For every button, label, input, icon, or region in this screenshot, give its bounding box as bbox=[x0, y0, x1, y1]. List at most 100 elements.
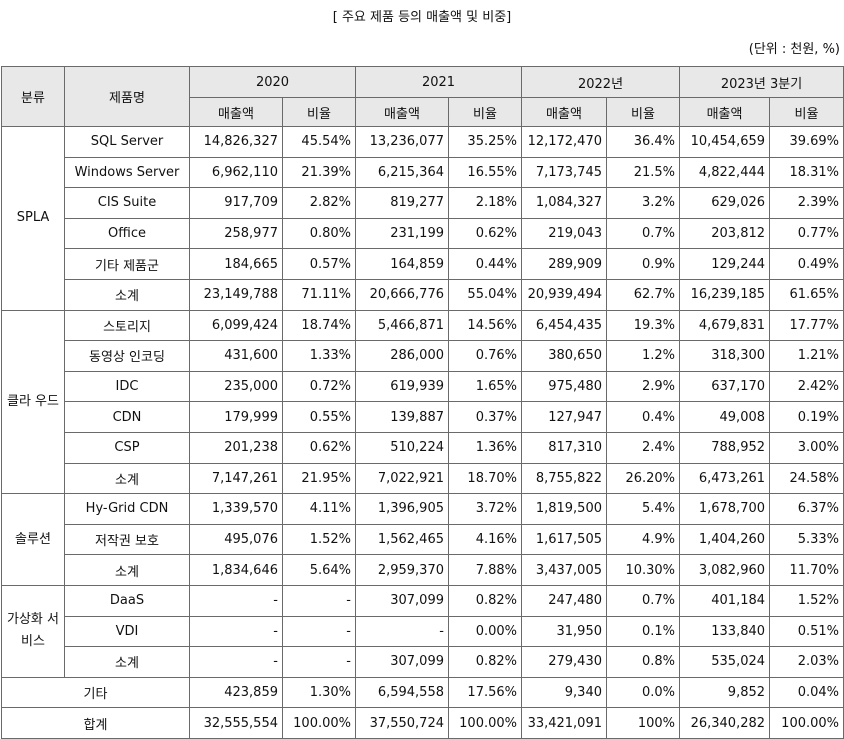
ratio-cell: 17.56% bbox=[448, 676, 522, 709]
ratio-cell: 1.36% bbox=[448, 431, 522, 464]
table-row: SPLA SQL Server 14,826,327 45.54% 13,236,077… bbox=[1, 126, 844, 311]
ratio-cell: 0.8% bbox=[605, 646, 681, 678]
sales-cell: 37,550,724 bbox=[355, 707, 449, 739]
sales-cell: 286,000 bbox=[355, 340, 449, 372]
product-name-cell: 기타 제품군 bbox=[64, 248, 190, 280]
sales-table: 분류 제품명 2020 2021 2022년 2023년 3분기 매출액 비율 … bbox=[1, 66, 844, 739]
sales-cell: 6,594,558 bbox=[355, 676, 449, 709]
sales-cell: 16,239,185 bbox=[679, 278, 771, 311]
ratio-cell: 5.33% bbox=[769, 523, 844, 556]
sales-cell: 510,224 bbox=[355, 431, 449, 464]
ratio-cell: 0.04% bbox=[769, 676, 844, 709]
table-title: [ 주요 제품 등의 매출액 및 비중] bbox=[332, 10, 512, 25]
header-year-2023q3: 2023년 3분기 bbox=[679, 66, 844, 98]
ratio-cell: 0.1% bbox=[605, 615, 681, 648]
ratio-cell: 19.3% bbox=[605, 309, 681, 342]
ratio-cell: 2.9% bbox=[605, 370, 681, 403]
sales-cell: - bbox=[189, 646, 283, 678]
sales-cell: 6,473,261 bbox=[679, 462, 771, 495]
ratio-cell: - bbox=[282, 584, 356, 617]
sales-cell: 201,238 bbox=[189, 431, 283, 464]
ratio-cell: 45.54% bbox=[282, 126, 356, 158]
sales-cell: 203,812 bbox=[679, 217, 771, 250]
sales-cell: 401,184 bbox=[679, 584, 771, 617]
header-ratio: 비율 bbox=[605, 97, 681, 127]
sales-cell: 1,678,700 bbox=[679, 493, 771, 525]
ratio-cell: 3.00% bbox=[769, 431, 844, 464]
ratio-cell: 6.37% bbox=[769, 493, 844, 525]
sales-cell: 1,562,465 bbox=[355, 523, 449, 556]
header-year-2020: 2020 bbox=[189, 66, 356, 98]
product-name-cell: Windows Server bbox=[64, 156, 190, 189]
sales-cell: 975,480 bbox=[521, 370, 607, 403]
ratio-cell: 1.2% bbox=[605, 340, 681, 372]
sales-cell: 9,340 bbox=[521, 676, 607, 709]
sales-cell: 258,977 bbox=[189, 217, 283, 250]
sales-cell: 307,099 bbox=[355, 646, 449, 678]
ratio-cell: 2.03% bbox=[769, 646, 844, 678]
sales-cell: 318,300 bbox=[679, 340, 771, 372]
table-body: SPLA SQL Server 14,826,327 45.54% 13,236,077… bbox=[1, 126, 844, 739]
table-row: 저작권 보호 495,076 1.52% 1,562,465 4.16% 1,617,50… bbox=[2, 523, 844, 556]
table-row: CDN 179,999 0.55% 139,887 0.37% 127,947 0.4% 49… bbox=[2, 401, 844, 433]
sales-cell: 6,962,110 bbox=[189, 156, 283, 189]
table-row: Office 258,977 0.80% 231,199 0.62% 219,043 0.7… bbox=[2, 217, 844, 250]
sales-cell: 20,666,776 bbox=[355, 278, 449, 311]
ratio-cell: 17.77% bbox=[769, 309, 844, 342]
sales-cell: 6,454,435 bbox=[521, 309, 607, 342]
ratio-cell: 1.21% bbox=[769, 340, 844, 372]
sales-cell: 6,215,364 bbox=[355, 156, 449, 189]
sales-cell: 1,396,905 bbox=[355, 493, 449, 525]
ratio-cell: 0.9% bbox=[605, 248, 681, 280]
ratio-cell: 7.88% bbox=[448, 554, 522, 586]
product-name-cell: CSP bbox=[64, 431, 190, 464]
sales-cell: 49,008 bbox=[679, 401, 771, 433]
ratio-cell: 100.00% bbox=[282, 707, 356, 739]
ratio-cell: 36.4% bbox=[605, 126, 681, 158]
ratio-cell: 0.19% bbox=[769, 401, 844, 433]
unit-note: (단위 : 천원, %) bbox=[748, 42, 840, 57]
sales-cell: 1,617,505 bbox=[521, 523, 607, 556]
sales-cell: 20,939,494 bbox=[521, 278, 607, 311]
product-name-cell: SQL Server bbox=[64, 126, 190, 158]
ratio-cell: 0.00% bbox=[448, 615, 522, 648]
sales-cell: 817,310 bbox=[521, 431, 607, 464]
ratio-cell: 1.30% bbox=[282, 676, 356, 709]
sales-cell: 1,404,260 bbox=[679, 523, 771, 556]
header-year-2022: 2022년 bbox=[520, 66, 681, 98]
ratio-cell: 0.37% bbox=[448, 401, 522, 433]
ratio-cell: 10.30% bbox=[605, 554, 681, 586]
sales-cell: 31,950 bbox=[521, 615, 607, 648]
ratio-cell: 100.00% bbox=[448, 707, 522, 739]
sales-cell: 6,099,424 bbox=[189, 309, 283, 342]
ratio-cell: 2.82% bbox=[282, 187, 356, 219]
sales-cell: 3,437,005 bbox=[521, 554, 607, 586]
ratio-cell: 100.00% bbox=[769, 707, 844, 739]
product-name-cell: 소계 bbox=[64, 278, 190, 311]
sales-cell: 819,277 bbox=[355, 187, 449, 219]
sales-cell: 127,947 bbox=[521, 401, 607, 433]
sales-cell: 629,026 bbox=[679, 187, 771, 219]
sales-cell: 7,173,745 bbox=[521, 156, 607, 189]
ratio-cell: 2.42% bbox=[769, 370, 844, 403]
sales-cell: 13,236,077 bbox=[355, 126, 449, 158]
ratio-cell: 0.80% bbox=[282, 217, 356, 250]
sales-cell: 184,665 bbox=[189, 248, 283, 280]
sales-cell: 235,000 bbox=[189, 370, 283, 403]
ratio-cell: - bbox=[282, 646, 356, 678]
ratio-cell: 0.57% bbox=[282, 248, 356, 280]
sales-cell: 32,555,554 bbox=[189, 707, 283, 739]
sales-cell: 33,421,091 bbox=[521, 707, 607, 739]
sales-cell: 164,859 bbox=[355, 248, 449, 280]
sales-cell: 279,430 bbox=[521, 646, 607, 678]
ratio-cell: 1.65% bbox=[448, 370, 522, 403]
sales-cell: 380,650 bbox=[521, 340, 607, 372]
header-year-2021: 2021 bbox=[355, 66, 522, 98]
ratio-cell: 3.2% bbox=[605, 187, 681, 219]
ratio-cell: 0.44% bbox=[448, 248, 522, 280]
table-row: 솔루션 Hy-Grid CDN 1,339,570 4.11% 1,396,905 3.7… bbox=[1, 493, 844, 586]
total-row: 합계 32,555,554 100.00% 37,550,724 100.00% 33,4… bbox=[1, 707, 844, 739]
table-row: CSP 201,238 0.62% 510,224 1.36% 817,310 2.4% 78… bbox=[2, 431, 844, 464]
sales-cell: 5,466,871 bbox=[355, 309, 449, 342]
sales-cell: - bbox=[189, 584, 283, 617]
